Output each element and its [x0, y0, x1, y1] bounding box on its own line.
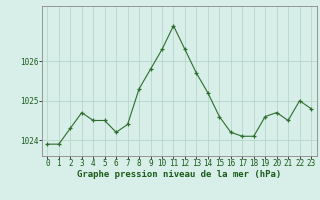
X-axis label: Graphe pression niveau de la mer (hPa): Graphe pression niveau de la mer (hPa) — [77, 170, 281, 179]
